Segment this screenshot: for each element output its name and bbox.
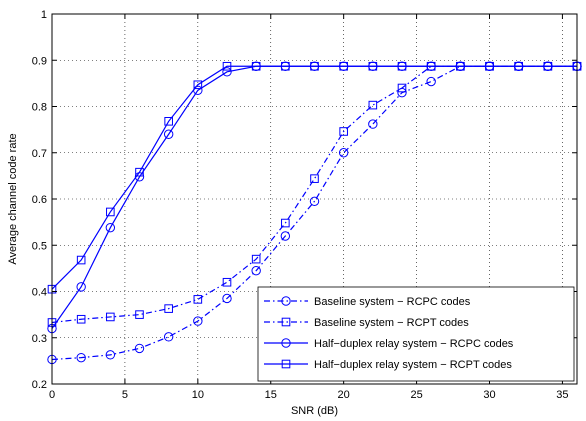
x-tick-label: 35 [556, 389, 568, 401]
legend-label: Baseline system − RCPT codes [314, 317, 469, 329]
data-point-circle [163, 332, 174, 342]
legend-label: Half−duplex relay system − RCPT codes [314, 359, 512, 371]
x-tick-label: 15 [265, 389, 277, 401]
data-point-square [339, 127, 348, 136]
data-point-square [339, 61, 348, 71]
data-point-square [164, 117, 173, 126]
data-point-square [135, 167, 144, 177]
plot-series [47, 61, 582, 365]
data-point-square [456, 61, 465, 71]
data-point-square [368, 100, 378, 110]
y-tick-label: 1 [41, 9, 47, 21]
data-point-circle [222, 293, 232, 304]
data-point-square [251, 254, 261, 264]
data-point-circle [251, 265, 261, 276]
x-tick-label: 20 [338, 389, 350, 401]
legend-marker-circle [281, 338, 291, 348]
x-axis-label: SNR (dB) [291, 405, 338, 417]
data-point-circle [426, 76, 436, 87]
data-point-square [193, 80, 203, 90]
data-point-square [193, 295, 203, 304]
data-point-square [310, 61, 319, 71]
data-point-circle [222, 67, 232, 77]
legend-item: Baseline system − RCPC codes [264, 296, 471, 308]
data-point-square [135, 310, 144, 319]
data-point-square [106, 207, 115, 217]
series-line [51, 65, 577, 290]
x-tick-label: 30 [483, 389, 495, 401]
legend-marker-circle [281, 296, 291, 306]
legend-marker-square [281, 317, 291, 327]
data-point-square [281, 218, 290, 228]
data-point-circle [76, 282, 86, 292]
data-point-square [106, 312, 115, 322]
y-tick-label: 0.6 [32, 194, 47, 206]
data-point-square [397, 61, 407, 71]
data-point-circle [309, 196, 320, 207]
data-point-square [426, 61, 436, 71]
data-point-square [76, 314, 86, 324]
x-tick-label: 10 [192, 389, 204, 401]
legend-item: Baseline system − RCPT codes [264, 317, 469, 329]
data-point-circle [105, 350, 116, 360]
y-tick-label: 0.7 [32, 148, 47, 160]
y-axis-label: Average channel code rate [7, 133, 19, 264]
data-point-circle [338, 148, 349, 158]
data-point-circle [368, 119, 378, 129]
data-point-square [251, 61, 261, 71]
data-point-circle [134, 343, 145, 354]
y-tick-label: 0.2 [32, 379, 47, 391]
data-point-square [543, 61, 553, 71]
data-point-square [310, 174, 319, 183]
y-tick-label: 0.3 [32, 333, 47, 345]
data-point-square [281, 61, 290, 71]
y-tick-label: 0.5 [32, 240, 47, 252]
data-point-square [76, 255, 86, 265]
data-point-square [164, 304, 173, 313]
legend: Baseline system − RCPC codes Baseline sys… [257, 286, 575, 382]
data-point-circle [163, 129, 174, 139]
data-point-circle [76, 352, 86, 363]
legend-label: Baseline system − RCPC codes [314, 296, 471, 308]
data-point-square [514, 61, 523, 71]
legend-item: Half−duplex relay system − RCPT codes [264, 359, 512, 371]
data-point-square [485, 61, 494, 71]
legend-marker-square [281, 359, 291, 369]
series-line [51, 65, 577, 324]
series-4 [47, 61, 582, 294]
x-tick-label: 25 [410, 389, 422, 401]
data-point-square [368, 61, 378, 71]
y-tick-label: 0.4 [32, 287, 47, 299]
y-tick-label: 0.8 [32, 102, 47, 114]
y-tick-label: 0.9 [32, 55, 47, 67]
data-point-circle [105, 222, 116, 233]
data-point-square [222, 277, 232, 287]
x-tick-label: 5 [122, 389, 128, 401]
x-tick-label: 0 [49, 389, 55, 401]
legend-item: Half−duplex relay system − RCPC codes [264, 338, 514, 350]
data-point-circle [280, 231, 291, 241]
data-point-circle [193, 316, 203, 326]
data-point-square [222, 61, 232, 71]
legend-label: Half−duplex relay system − RCPC codes [314, 338, 514, 350]
data-point-square [397, 83, 407, 93]
legend-box [257, 286, 575, 382]
